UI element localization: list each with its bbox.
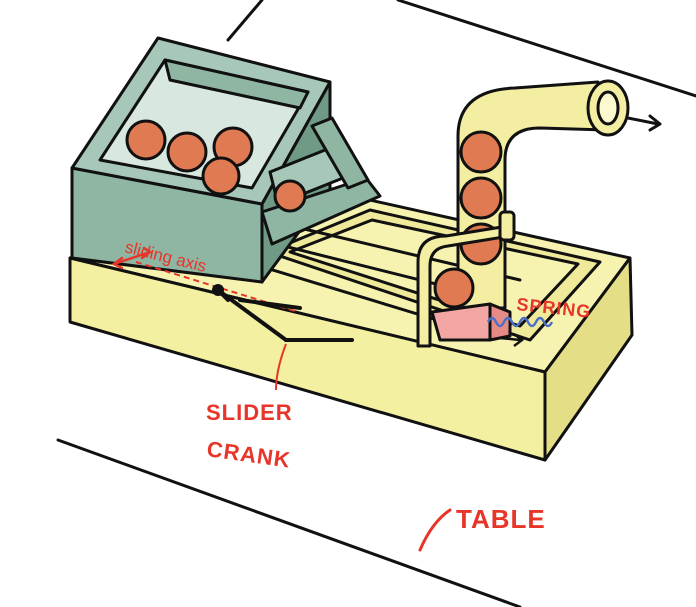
tube-support (416, 210, 516, 348)
table-leader (418, 508, 452, 552)
slider-block (430, 302, 512, 342)
arrow-right-icon (648, 114, 662, 132)
slider-crank-leader (275, 343, 287, 391)
crank-label: CRANK (205, 436, 292, 473)
spring-arrow (499, 333, 525, 347)
table-label: TABLE (456, 504, 546, 534)
slider-label: SLIDER (206, 400, 293, 425)
spring (486, 316, 554, 328)
table-surface (56, 0, 696, 607)
hopper-balls (125, 119, 254, 196)
slider-crank-linkage (212, 284, 354, 342)
hopper-chute (260, 116, 382, 246)
double-arrow-icon (111, 246, 153, 270)
